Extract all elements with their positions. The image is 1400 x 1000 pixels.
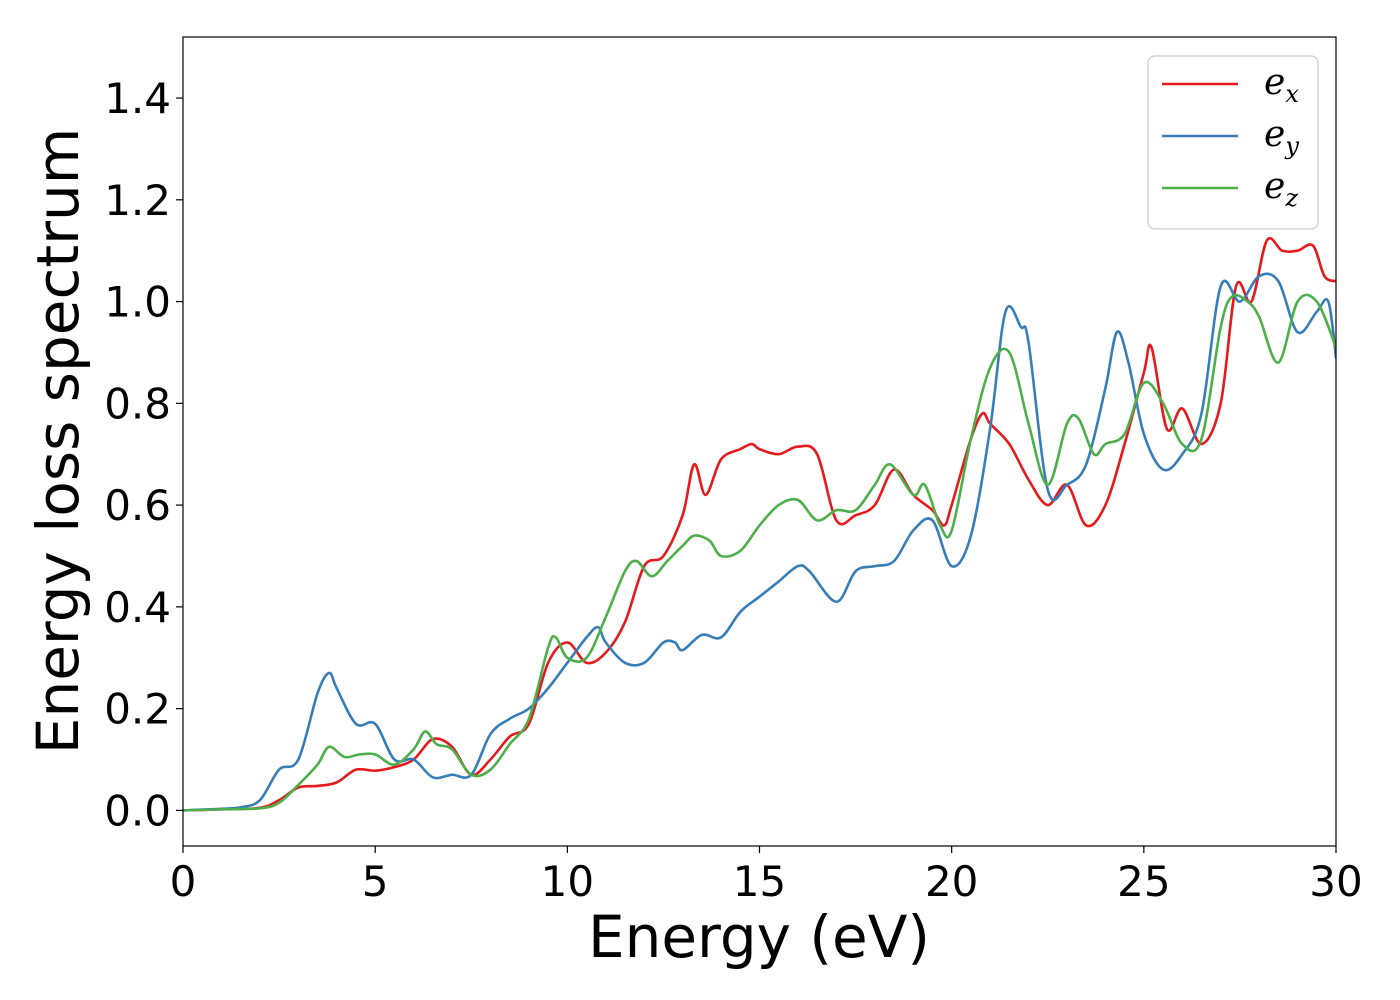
x-axis: 0 5 10 15 20 25 30: [170, 846, 1363, 906]
x-tick-label: 5: [362, 857, 389, 906]
legend-subscript: y: [1284, 132, 1299, 160]
y-axis-title: Energy loss spectrum: [24, 128, 92, 754]
x-tick-label: 15: [733, 857, 786, 906]
y-axis: 0.0 0.2 0.4 0.6 0.8 1.0 1.2 1.4: [104, 74, 183, 835]
legend-box: [1147, 55, 1319, 230]
x-tick-label: 20: [925, 857, 978, 906]
y-tick-label: 0.2: [104, 685, 171, 734]
y-tick-label: 1.2: [104, 176, 171, 225]
y-tick-label: 1.0: [104, 278, 171, 327]
legend-subscript: x: [1285, 80, 1299, 108]
series-line-ez: [183, 293, 1336, 812]
legend-subscript: z: [1284, 184, 1298, 212]
series-line-ey: [183, 272, 1336, 812]
y-tick-label: 0.0: [104, 786, 171, 835]
series-layer: [183, 236, 1336, 812]
x-tick-label: 25: [1117, 857, 1170, 906]
y-tick-label: 1.4: [104, 74, 171, 123]
x-axis-title: Energy (eV): [588, 903, 930, 971]
y-tick-label: 0.8: [104, 379, 171, 428]
x-tick-label: 0: [170, 857, 197, 906]
y-tick-label: 0.4: [104, 583, 171, 632]
x-tick-label: 30: [1309, 857, 1362, 906]
y-tick-label: 0.6: [104, 481, 171, 530]
x-tick-label: 10: [541, 857, 594, 906]
